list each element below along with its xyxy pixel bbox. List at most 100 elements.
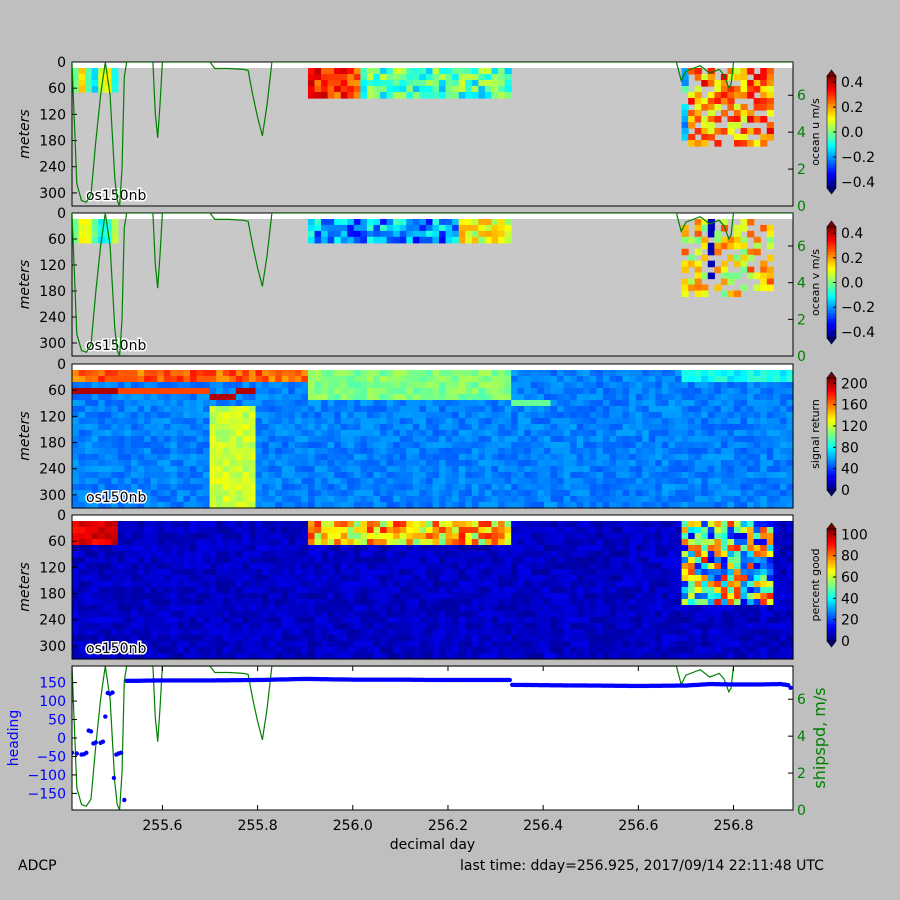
heatmap-cell [412,424,420,431]
heatmap-cell [321,430,329,437]
heatmap-cell [399,382,407,389]
heatmap-cell [72,581,80,588]
y-axis-label: meters [17,411,33,460]
heatmap-cell [340,376,348,383]
colorbar-segment [827,251,836,256]
heatmap-cell [773,448,781,455]
heatmap-cell [406,466,414,473]
heatmap-cell [104,527,112,534]
heatmap-cell [773,478,781,485]
heatmap-cell [209,502,217,509]
heatmap-cell [655,370,663,377]
heatmap-cell [629,460,637,467]
heatmap-cell [98,629,106,636]
heatmap-cell [734,400,742,407]
heatmap-cell [170,563,178,570]
heatmap-cell [196,617,204,624]
heatmap-cell [786,394,794,401]
heatmap-cell [766,242,774,250]
heatmap-cell [150,569,158,576]
heatmap-cell [157,563,165,570]
heatmap-cell [360,74,368,81]
heatmap-cell [530,418,538,425]
heatmap-cell [288,484,296,491]
heatmap-cell [222,442,230,449]
heatmap-cell [530,490,538,497]
heatmap-cell [72,605,80,612]
colorbar-segment [827,243,836,248]
heatmap-cell [760,266,768,274]
heatmap-cell [576,376,584,383]
heatmap-cell [406,460,414,467]
heatmap-cell [176,521,185,528]
heatmap-cell [406,647,414,654]
heatmap-cell [235,605,244,612]
heatmap-cell [137,382,145,389]
heatmap-cell [694,260,702,268]
heatmap-cell [78,236,86,244]
heatmap-cell [314,418,322,425]
heatmap-cell [340,593,348,600]
heatmap-cell [399,527,407,534]
heatmap-cell [242,557,250,564]
heatmap-cell [478,394,486,401]
heatmap-cell [720,110,729,117]
heatmap-cell [386,563,394,570]
heatmap-cell [609,460,617,467]
heatmap-cell [176,472,185,479]
heatmap-cell [78,599,86,606]
heatmap-cell [150,653,158,660]
heatmap-cell [301,394,309,401]
heatmap-cell [589,430,597,437]
heatmap-cell [648,466,656,473]
heatmap-cell [373,406,381,413]
heatmap-cell [498,388,506,395]
heatmap-cell [458,545,466,552]
heatmap-cell [766,412,774,419]
heatmap-cell [570,484,578,491]
colorbar-tick-label: 0.2 [841,100,863,116]
heatmap-cell [517,629,525,636]
heatmap-cell [301,466,309,473]
heatmap-cell [353,86,361,93]
heatmap-cell [255,406,263,413]
heatmap-cell [484,623,493,630]
heatmap-cell [530,430,538,437]
heatmap-cell [235,599,244,606]
heatmap-cell [360,575,368,582]
heatmap-cell [340,653,348,660]
heatmap-cell [563,376,571,383]
heatmap-cell [380,74,388,81]
heatmap-cell [288,527,296,534]
heatmap-cell [412,448,420,455]
heatmap-cell [255,454,263,461]
heatmap-cell [570,502,578,509]
heatmap-cell [498,551,506,558]
heatmap-cell [635,454,643,461]
heatmap-cell [104,557,112,564]
heatmap-cell [72,224,80,232]
heatmap-cell [281,575,289,582]
heatmap-cell [268,605,276,612]
heatmap-cell [183,563,191,570]
heatmap-cell [504,236,512,244]
y-tick-label: 120 [39,409,66,425]
heatmap-cell [157,496,165,503]
y-tick-label: 300 [39,488,66,504]
heatmap-cell [760,382,768,389]
heatmap-cell [229,647,237,654]
heatmap-cell [183,418,191,425]
heatmap-cell [524,412,532,419]
right-tick-label: 2 [797,162,806,178]
heatmap-cell [235,424,244,431]
heatmap-cell [714,394,722,401]
heatmap-cell [439,587,447,594]
heatmap-cell [353,629,361,636]
heatmap-cell [412,472,420,479]
heatmap-cell [478,74,486,81]
heatmap-cell [137,533,145,540]
heatmap-cell [622,400,630,407]
heatmap-cell [301,539,309,546]
heatmap-cell [484,412,493,419]
heatmap-cell [471,593,479,600]
